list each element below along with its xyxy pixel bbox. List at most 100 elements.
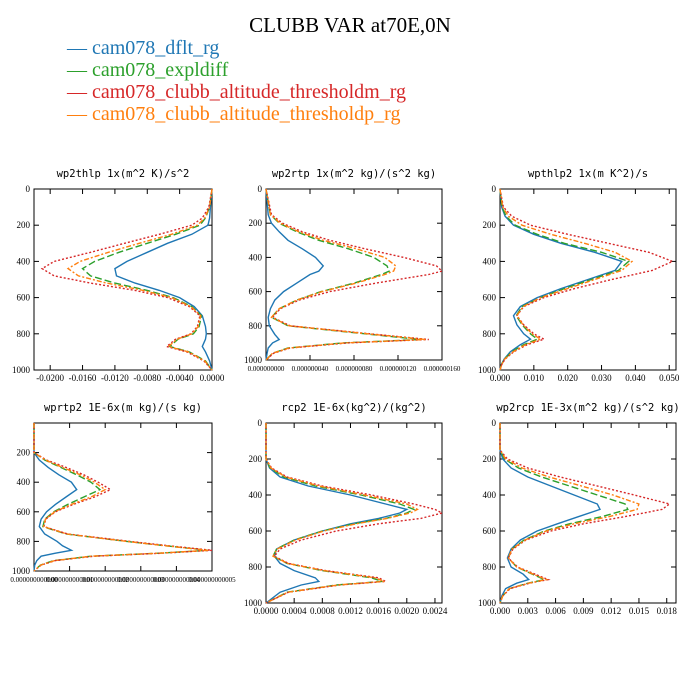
y-tick-label: 1000 [244,355,263,365]
x-tick-label: 0.000 [490,606,511,616]
y-tick-label: 1000 [478,598,497,608]
series-line-3 [499,188,675,371]
y-tick-label: 1000 [12,365,31,375]
plot-frame [33,188,213,371]
panel-title: wp2thlp 1x(m^2 K)/s^2 [57,168,190,180]
x-tick-label: 0.050 [659,373,680,383]
y-tick-label: 0 [492,418,497,428]
y-tick-label: 0 [492,184,497,194]
y-tick-label: 0 [26,184,31,194]
x-tick-label: 0.030 [591,373,612,383]
x-tick-label: -0.0080 [133,373,161,383]
series-line-1 [114,188,213,371]
legend-label: cam078_clubb_altitude_thresholdm_rg [92,81,407,103]
figure-title: CLUBB VAR at70E,0N [249,13,451,37]
panel-4: wprtp2 1E-6x(m kg)/(s kg) 200 400 600 800 100… [10,402,236,584]
x-tick-label: 0.0008 [310,606,335,616]
y-tick-label: 200 [249,218,263,228]
x-tick-label: 0.0020 [394,606,419,616]
y-tick-label: 200 [17,220,31,230]
y-tick-label: 200 [483,220,497,230]
x-tick-label: 0.040 [625,373,646,383]
panel-5: rcp2 1E-6x(kg^2)/(kg^2) 0 200 400 600 800 1000… [244,402,448,616]
x-tick-label: -0.0120 [101,373,129,383]
legend-item-expldiff: — cam078_expldiff [67,59,228,81]
x-tick-label: 0.0004 [282,606,307,616]
panel-3: wpthlp2 1x(m K^2)/s 0 200 400 600 800 10000.00… [478,168,680,383]
panel-1: wp2thlp 1x(m^2 K)/s^2 0 200 400 600 800 1000 -0… [12,168,225,383]
y-tick-label: 600 [17,293,31,303]
series-line-3 [33,423,213,572]
y-tick-label: 600 [249,526,263,536]
series-line-4 [499,423,640,604]
y-tick-label: 400 [483,256,497,266]
legend-item-dflt: — cam078_dflt_rg [67,37,219,59]
plot-frame [265,422,443,604]
legend-label: cam078_expldiff [92,59,229,81]
x-tick-label: 0.000000000001 [46,576,94,584]
y-tick-label: 400 [17,477,31,487]
x-tick-label: 0.018 [657,606,678,616]
legend-swatch: — [67,103,92,125]
x-tick-label: 0.0012 [338,606,363,616]
x-tick-label: 0.0016 [366,606,391,616]
legend-swatch: — [67,81,92,103]
legend-swatch: — [67,59,92,81]
panel-title: wp2rtp 1x(m^2 kg)/(s^2 kg) [272,168,436,180]
y-tick-label: 200 [249,454,263,464]
y-tick-label: 200 [483,454,497,464]
panel-2: wp2rtp 1x(m^2 kg)/(s^2 kg) 0 200 400 600 800 1… [244,168,461,373]
series-line-1 [265,423,409,604]
x-tick-label: 0.003 [518,606,539,616]
x-tick-label: 0.000000000000 [10,576,58,584]
x-tick-label: 0.000000080 [336,365,373,373]
x-tick-label: -0.0160 [69,373,97,383]
series-line-1 [499,188,623,371]
series-line-2 [81,188,213,371]
plot-frame [33,422,213,572]
x-tick-label: 0.000000000003 [117,576,165,584]
x-tick-label: 0.006 [545,606,566,616]
x-tick-label: 0.010 [524,373,545,383]
y-tick-label: 200 [17,448,31,458]
series-line-1 [499,423,601,604]
x-tick-label: 0.000000040 [292,365,329,373]
x-tick-label: 0.0000 [254,606,279,616]
x-tick-label: 0.000000000005 [188,576,236,584]
x-tick-label: 0.015 [629,606,650,616]
series-line-4 [33,423,209,572]
x-tick-label: 0.000000000 [248,365,285,373]
x-tick-label: 0.020 [558,373,579,383]
x-tick-label: 0.000000000004 [153,576,201,584]
x-tick-label: -0.0200 [36,373,64,383]
series-line-3 [40,188,213,371]
series-line-1 [33,423,78,572]
x-tick-label: 0.000000160 [424,365,461,373]
legend-item-thresholdp: — cam078_clubb_altitude_thresholdp_rg [67,103,400,125]
y-tick-label: 1000 [12,566,31,576]
panel-title: wprtp2 1E-6x(m kg)/(s kg) [44,402,202,414]
series-line-3 [265,188,444,361]
y-tick-label: 400 [249,252,263,262]
y-tick-label: 400 [249,490,263,500]
legend-label: cam078_dflt_rg [92,37,220,59]
y-tick-label: 800 [249,321,263,331]
series-line-2 [265,188,421,361]
y-tick-label: 0 [258,184,263,194]
series-line-3 [265,423,444,604]
y-tick-label: 0 [258,418,263,428]
y-tick-label: 600 [249,287,263,297]
x-tick-label: 0.000 [490,373,511,383]
series-line-1 [265,188,325,361]
series-line-2 [265,423,416,604]
panel-title: wp2rcp 1E-3x(m^2 kg)/(s^2 kg) [496,402,679,414]
plot-frame [265,188,443,361]
plot-frame [499,422,677,604]
plot-frame [499,188,677,371]
x-tick-label: 0.009 [573,606,594,616]
y-tick-label: 800 [483,562,497,572]
x-tick-label: 0.000000000002 [82,576,130,584]
series-line-2 [33,423,209,572]
x-tick-label: 0.000000120 [380,365,417,373]
